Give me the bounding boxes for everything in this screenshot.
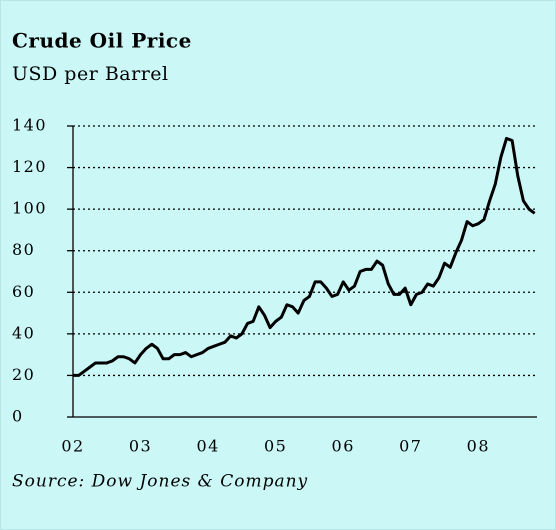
y-tick-label: 140 <box>12 116 47 135</box>
x-tick-label: 08 <box>467 437 490 456</box>
chart-title: Crude Oil Price <box>12 29 192 53</box>
x-tick-label: 04 <box>196 437 219 456</box>
data-line <box>73 136 536 377</box>
y-tick-label: 120 <box>12 157 47 176</box>
y-tick-label: 60 <box>12 282 35 301</box>
y-tick-label: 0 <box>12 407 24 426</box>
y-tick-label: 80 <box>12 240 35 259</box>
chart-subtitle: USD per Barrel <box>12 63 169 85</box>
y-tick-label: 100 <box>12 199 47 218</box>
x-tick-label: 02 <box>61 437 84 456</box>
y-tick-label: 20 <box>12 365 35 384</box>
x-tick-label: 05 <box>264 437 287 456</box>
source-note: Source: Dow Jones & Company <box>12 472 308 492</box>
x-tick-label: 07 <box>399 437 422 456</box>
x-tick-label: 06 <box>332 437 355 456</box>
x-tick-label: 03 <box>129 437 152 456</box>
y-tick-label: 40 <box>12 323 35 342</box>
